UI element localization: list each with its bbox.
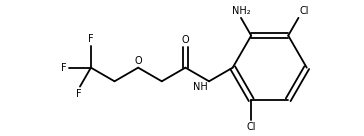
Text: O: O [134, 56, 142, 66]
Text: Cl: Cl [246, 122, 256, 132]
Text: F: F [88, 34, 94, 44]
Text: Cl: Cl [300, 6, 309, 16]
Text: NH₂: NH₂ [232, 6, 250, 16]
Text: NH: NH [193, 82, 208, 92]
Text: O: O [182, 35, 189, 45]
Text: F: F [76, 89, 82, 98]
Text: F: F [62, 63, 67, 73]
